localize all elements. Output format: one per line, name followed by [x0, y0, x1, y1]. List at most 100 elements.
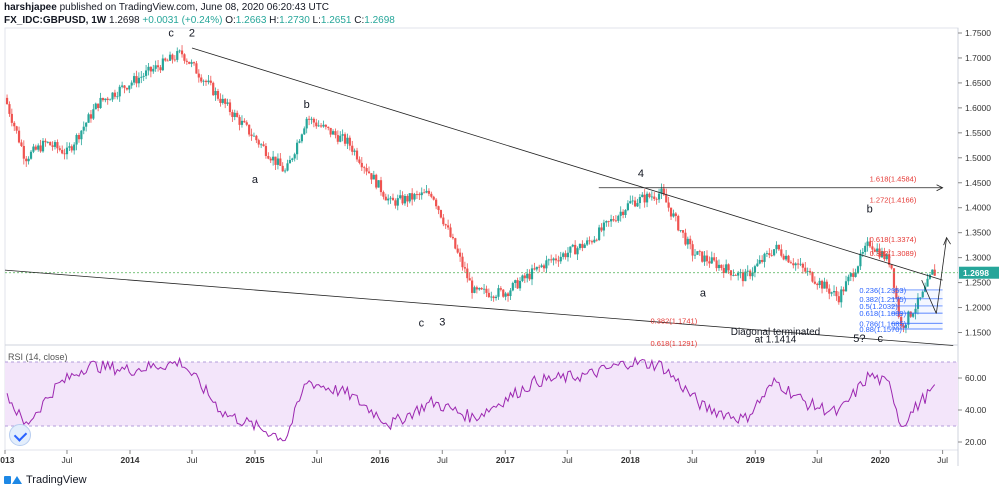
candle-body	[420, 192, 423, 196]
candle-body	[902, 325, 905, 328]
trend-line	[191, 47, 943, 281]
candle-body	[312, 118, 315, 123]
candle-body	[888, 254, 891, 265]
candle-body	[859, 253, 862, 267]
candle-body	[705, 255, 709, 262]
candle-body	[463, 267, 466, 269]
wave-label: c	[878, 333, 884, 345]
candle-body	[207, 80, 210, 83]
candle-body	[435, 199, 438, 207]
candle-body	[749, 270, 752, 277]
candle-body	[873, 249, 876, 252]
candle-body	[734, 275, 737, 276]
candle-body	[782, 255, 785, 260]
candle-body	[87, 114, 90, 123]
candle-body	[482, 288, 486, 290]
candle-body	[152, 68, 155, 72]
candle-body	[689, 238, 692, 245]
candle-body	[552, 258, 555, 261]
candle-body	[432, 196, 435, 200]
candle-body	[801, 263, 804, 268]
candle-body	[372, 174, 375, 180]
candle-body	[346, 137, 349, 144]
candle-body	[674, 213, 677, 216]
candle-body	[336, 135, 339, 142]
wave-label: 4	[638, 168, 644, 180]
candle-body	[375, 174, 378, 188]
symbol-line: FX_IDC:GBPUSD, 1W 1.2698 +0.0031 (+0.24%…	[4, 15, 395, 26]
candle-body	[5, 97, 9, 105]
candle-body	[487, 292, 490, 298]
candle-body	[257, 140, 260, 145]
rsi-title: RSI (14, close)	[8, 352, 68, 362]
fib-label: 0.236(1.2353)	[859, 286, 906, 295]
candle-body	[770, 255, 773, 256]
author-name[interactable]: harshjapee	[4, 2, 57, 13]
candle-body	[365, 167, 368, 172]
candle-body	[94, 103, 97, 110]
candle-body	[46, 141, 49, 143]
candle-body	[32, 146, 35, 152]
candle-body	[775, 244, 778, 250]
candle-body	[684, 232, 687, 245]
candle-body	[494, 296, 498, 299]
candle-body	[61, 149, 64, 154]
candle-body	[900, 316, 903, 326]
candle-body	[353, 150, 356, 152]
chart-badge-icon[interactable]	[9, 424, 31, 446]
candle-body	[789, 262, 792, 264]
candle-body	[444, 224, 447, 226]
candle-body	[571, 244, 574, 247]
candle-body	[202, 80, 205, 82]
candle-body	[343, 134, 347, 144]
candle-body	[116, 96, 119, 98]
candle-body	[727, 264, 730, 271]
candle-body	[286, 163, 289, 171]
candle-body	[578, 243, 582, 249]
candle-body	[837, 296, 840, 303]
candle-body	[379, 180, 383, 193]
candle-body	[852, 273, 855, 277]
candle-body	[792, 263, 795, 266]
candle-body	[248, 124, 251, 135]
candle-body	[648, 193, 651, 197]
brand-label[interactable]: TradingView	[26, 474, 87, 486]
candle-body	[621, 211, 625, 216]
candle-body	[327, 126, 330, 128]
candle-body	[521, 275, 524, 281]
candle-body	[614, 220, 618, 222]
fib-label: 0.786(1.1685)	[859, 319, 906, 328]
candle-body	[665, 194, 668, 203]
candle-body	[360, 162, 363, 168]
projection-arrow	[936, 184, 944, 192]
candle-body	[358, 159, 361, 163]
candle-body	[29, 151, 33, 159]
x-tick-label: Jul	[187, 455, 198, 465]
rsi-y-tick-label: 40.00	[965, 405, 987, 415]
candle-body	[844, 281, 848, 292]
candle-body	[796, 263, 800, 265]
candle-body	[787, 255, 790, 263]
candle-body	[588, 240, 591, 242]
x-tick-label: Jul	[312, 455, 323, 465]
candle-body	[907, 311, 910, 325]
candle-body	[547, 259, 550, 261]
candle-body	[324, 124, 327, 127]
candle-body	[128, 85, 131, 90]
high-value: 1.2730	[279, 15, 310, 26]
candle-body	[68, 146, 71, 148]
candle-body	[236, 112, 239, 118]
candle-body	[454, 238, 457, 249]
candle-body	[200, 77, 203, 82]
candle-body	[924, 286, 927, 292]
candle-body	[885, 254, 888, 260]
candle-body	[523, 275, 526, 279]
candle-body	[799, 263, 802, 265]
candle-body	[77, 135, 81, 140]
candle-body	[660, 188, 663, 194]
candle-body	[866, 241, 869, 246]
candle-body	[868, 241, 872, 247]
y-tick-label: 1.2500	[965, 278, 991, 288]
candle-body	[63, 153, 66, 155]
